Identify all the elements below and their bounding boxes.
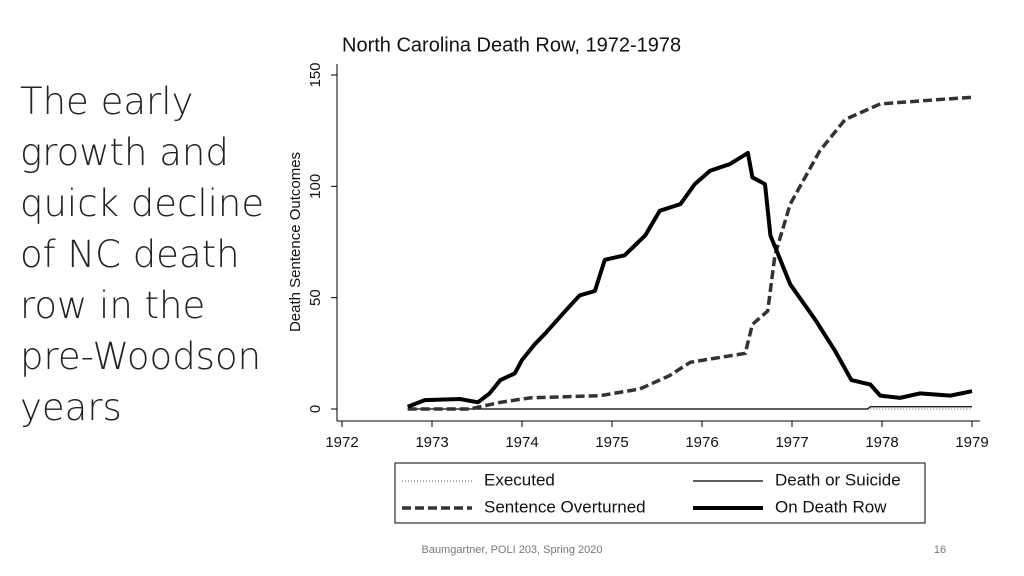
x-tick-label: 1979 xyxy=(955,434,988,451)
chart-title: North Carolina Death Row, 1972-1978 xyxy=(342,34,681,56)
series-line xyxy=(407,406,972,410)
x-tick-label: 1976 xyxy=(685,434,718,451)
legend-label: Sentence Overturned xyxy=(484,497,646,516)
series-line xyxy=(406,150,973,409)
y-tick-label: 50 xyxy=(307,289,324,306)
y-tick-label: 100 xyxy=(307,174,324,199)
legend-label: Death or Suicide xyxy=(775,470,901,489)
y-axis-label: Death Sentence Outcomes xyxy=(287,152,304,332)
legend-box xyxy=(394,462,926,524)
series-line xyxy=(407,95,973,411)
x-tick-label: 1972 xyxy=(325,434,358,451)
x-tick-label: 1977 xyxy=(775,434,808,451)
x-tick-label: 1973 xyxy=(415,434,448,451)
x-tick-label: 1974 xyxy=(505,434,538,451)
y-tick-label: 0 xyxy=(307,405,324,413)
x-tick-label: 1978 xyxy=(865,434,898,451)
footer: Baumgartner, POLI 203, Spring 2020 xyxy=(421,544,603,556)
x-tick-label: 1975 xyxy=(595,434,628,451)
slide-heading: The early growth and quick decline of NC… xyxy=(20,80,265,429)
page-number: 16 xyxy=(933,544,947,556)
y-tick-label: 150 xyxy=(307,62,324,87)
legend-label: Executed xyxy=(484,470,555,489)
legend-label: On Death Row xyxy=(775,497,887,516)
